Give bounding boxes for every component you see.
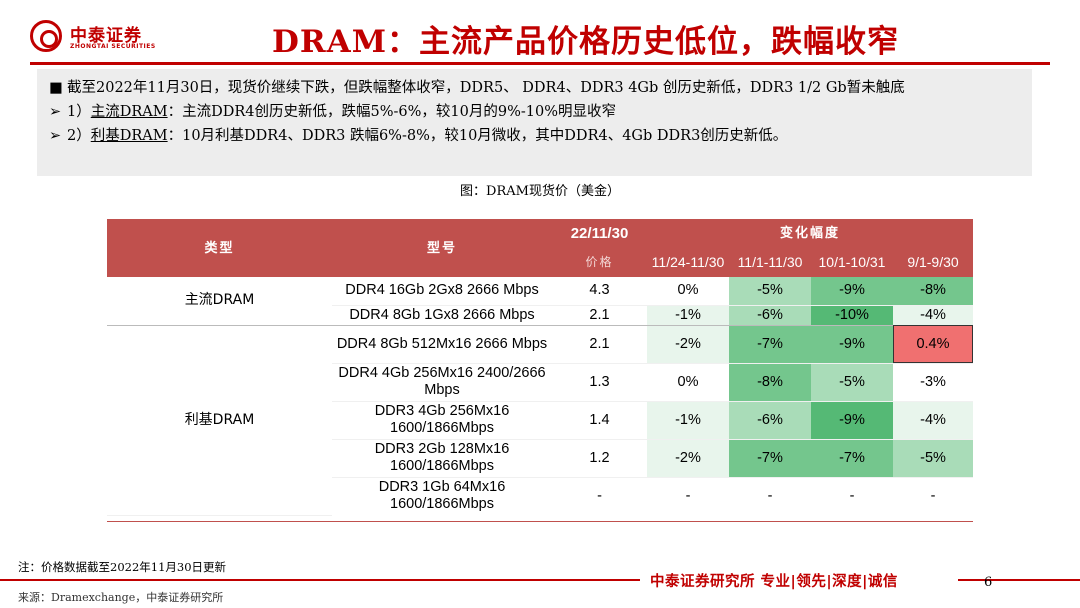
table-row: DDR3 2Gb 128Mx16 1600/1866Mbps 1.2 -2% -… [107,439,974,478]
summary-line-2-prefix: 1） [67,104,91,120]
change-cell: - [849,487,855,504]
table-row: DDR4 4Gb 256Mx16 2400/2666 Mbps 1.3 0% -… [107,363,974,402]
model-cell: DDR4 4Gb 256Mx16 2400/2666 Mbps [332,363,552,402]
change-cell: -6% [729,401,811,440]
header-date: 22/11/30 [570,225,629,242]
dram-price-table: 类型 型号 22/11/30 变化幅度 价格 11/24-11/30 11/1-… [107,219,974,516]
model-cell: DDR3 4Gb 256Mx16 1600/1866Mbps [332,401,552,440]
price-cell: 2.1 [552,325,647,364]
summary-line-1: ■ 截至2022年11月30日，现货价继续下跌，但跌幅整体收窄，DDR5、 DDR… [49,76,905,97]
model-cell: DDR3 1Gb 64Mx16 1600/1866Mbps [378,479,506,513]
header-change: 变化幅度 [780,226,841,241]
summary-line-3-prefix: 2） [67,128,91,144]
change-cell: -1% [647,305,729,326]
change-cell: -3% [893,363,974,402]
change-cell: 0.4% [893,325,974,364]
header-period: 9/1-9/30 [907,254,959,270]
change-cell: -8% [893,277,974,306]
source-note: 来源：Dramexchange，中泰证券研究所 [18,591,224,604]
header-model: 型号 [426,240,457,256]
footer-slogan: 中泰证券研究所 专业|领先|深度|诚信 [650,574,898,590]
header-period: 10/1-10/31 [818,254,886,270]
summary-line-3: ➢ 2）利基DRAM：10月利基DDR4、DDR3 跌幅6%-8%，较10月微收，… [49,124,787,145]
footnote: 注：价格数据截至2022年11月30日更新 [18,560,227,574]
brand-name-en: ZHONGTAI SECURITIES [70,43,156,50]
change-cell: -10% [811,305,893,326]
arrow-bullet-icon: ➢ [49,104,62,120]
table-row: DDR4 8Gb 1Gx8 2666 Mbps 2.1 -1% -6% -10%… [107,305,974,326]
change-cell: -9% [811,277,893,306]
price-cell: 4.3 [552,277,647,306]
model-cell: DDR4 16Gb 2Gx8 2666 Mbps [332,277,552,306]
change-cell: -7% [729,325,811,364]
change-cell: -6% [729,305,811,326]
table-row: 主流DRAM DDR4 16Gb 2Gx8 2666 Mbps 4.3 0% -… [107,277,974,326]
change-cell: - [685,487,691,504]
logo-icon [30,20,62,52]
brand-logo: 中泰证券 ZHONGTAI SECURITIES [30,20,170,56]
header-period: 11/24-11/30 [651,254,725,270]
footer-divider-left [0,579,640,581]
summary-line-1-text: 截至2022年11月30日，现货价继续下跌，但跌幅整体收窄，DDR5、 DDR4… [67,80,905,96]
change-cell: -7% [811,439,893,478]
model-cell: DDR4 8Gb 1Gx8 2666 Mbps [332,305,552,326]
summary-line-2: ➢ 1）主流DRAM：主流DDR4创历史新低，跌幅5%-6%，较10月的9%-10… [49,100,616,121]
footer-divider-right [958,579,1080,581]
header-price: 价格 [585,255,614,269]
summary-box: ■ 截至2022年11月30日，现货价继续下跌，但跌幅整体收窄，DDR5、 DDR… [37,69,1032,176]
change-cell: -5% [893,439,974,478]
price-cell: 2.1 [552,305,647,326]
brand-name-cn: 中泰证券 [70,26,142,46]
header-type: 类型 [204,240,235,256]
change-cell: - [930,487,936,504]
group-niche: 利基DRAM [107,325,332,516]
summary-line-2-text: ：主流DDR4创历史新低，跌幅5%-6%，较10月的9%-10%明显收窄 [167,104,616,120]
change-cell: 0% [647,277,729,306]
change-cell: -4% [893,401,974,440]
price-cell: - [597,487,602,504]
arrow-bullet-icon: ➢ [49,128,62,144]
change-cell: -1% [647,401,729,440]
mainstream-dram-link[interactable]: 主流DRAM [90,104,168,120]
price-cell: 1.2 [552,439,647,478]
niche-dram-link[interactable]: 利基DRAM [90,128,168,144]
change-cell: -9% [811,325,893,364]
table-header-row: 类型 型号 22/11/30 变化幅度 [107,219,974,256]
summary-line-3-text: ：10月利基DDR4、DDR3 跌幅6%-8%，较10月微收，其中DDR4、4G… [167,128,788,144]
change-cell: -2% [647,325,729,364]
change-cell: -5% [811,363,893,402]
figure-caption: 图：DRAM现货价（美金） [460,184,620,199]
table-row: DDR3 4Gb 256Mx16 1600/1866Mbps 1.4 -1% -… [107,401,974,440]
price-cell: 1.4 [552,401,647,440]
change-cell: -9% [811,401,893,440]
table-row: DDR3 1Gb 64Mx16 1600/1866Mbps - - - - - [107,477,973,515]
change-cell: - [767,487,773,504]
change-cell: -7% [729,439,811,478]
header-period: 11/1-11/30 [737,254,803,270]
price-cell: 1.3 [552,363,647,402]
model-cell: DDR3 2Gb 128Mx16 1600/1866Mbps [332,439,552,478]
table-row: 利基DRAM DDR4 8Gb 512Mx16 2666 Mbps 2.1 -2… [107,325,974,516]
change-cell: 0% [647,363,729,402]
page-title: DRAM：主流产品价格历史低位，跌幅收窄 [272,24,900,60]
change-cell: -5% [729,277,811,306]
group-mainstream: 主流DRAM [107,277,332,326]
change-cell: -2% [647,439,729,478]
page-number: 6 [984,575,993,590]
model-cell: DDR4 8Gb 512Mx16 2666 Mbps [332,325,552,364]
title-divider [30,62,1050,65]
square-bullet-icon: ■ [49,80,63,96]
table-bottom-border [107,521,973,522]
change-cell: -4% [893,305,974,326]
change-cell: -8% [729,363,811,402]
